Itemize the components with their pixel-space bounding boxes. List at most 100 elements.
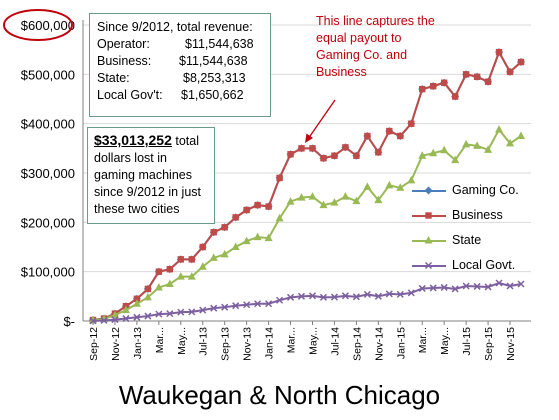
legend-marker xyxy=(424,186,433,195)
annotation-overlay xyxy=(3,9,336,143)
x-tick-label: Jan-15 xyxy=(395,327,407,359)
data-point xyxy=(418,284,426,292)
x-tick-labels: Sep-12 Nov-12 Jan-13 Mar... May... Jul-13 Sep-… xyxy=(88,327,517,361)
revenue-label: State: xyxy=(97,71,130,85)
data-point xyxy=(297,292,306,300)
data-point xyxy=(341,292,349,300)
data-point xyxy=(232,214,239,221)
legend-item: Local Govt. xyxy=(410,253,550,278)
x-tick-label: May... xyxy=(307,327,319,355)
data-point xyxy=(495,125,504,133)
total-lost-text: total dollars lost in gaming machines si… xyxy=(94,134,202,216)
data-point xyxy=(254,300,262,308)
x-tick-label: Jan-14 xyxy=(264,327,276,359)
data-point xyxy=(430,82,437,90)
data-point xyxy=(517,131,525,139)
revenue-heading: Since 9/2012, total revenue: xyxy=(97,20,253,34)
revenue-value: $11,544,638 xyxy=(185,37,254,51)
data-point xyxy=(210,304,218,312)
legend-label: Gaming Co. xyxy=(452,183,519,197)
data-point xyxy=(122,315,130,323)
data-point xyxy=(199,243,206,251)
data-point xyxy=(330,198,339,206)
data-point xyxy=(341,192,350,200)
data-point xyxy=(374,195,383,204)
revenue-row-local: Local Gov't: $1,650,662 xyxy=(97,87,263,104)
data-point xyxy=(243,206,250,214)
revenue-label: Operator: xyxy=(97,37,150,51)
data-point xyxy=(462,282,470,290)
annotation-arrow-head xyxy=(305,133,313,143)
data-point xyxy=(155,268,163,275)
data-point xyxy=(133,295,141,302)
x-tick-label: Mar... xyxy=(154,327,166,353)
data-point xyxy=(353,152,360,159)
data-point xyxy=(144,312,152,320)
legend-label: Business xyxy=(452,208,503,222)
data-point xyxy=(396,183,405,191)
data-point xyxy=(352,196,361,205)
data-point xyxy=(397,132,404,140)
x-tick-label: Nov-12 xyxy=(110,327,122,361)
revenue-summary-box: Since 9/2012, total revenue: Operator: $1… xyxy=(89,13,271,117)
data-point xyxy=(484,283,492,291)
series-local-govt xyxy=(89,279,525,325)
data-point xyxy=(166,310,174,318)
data-point xyxy=(374,292,382,300)
data-point xyxy=(424,261,433,270)
legend-marker xyxy=(424,261,433,270)
series-group xyxy=(89,48,525,325)
data-point xyxy=(319,200,328,209)
data-point xyxy=(198,262,207,270)
data-point xyxy=(506,68,514,76)
legend-item: State xyxy=(410,228,550,253)
revenue-row-operator: Operator: $11,544,638 xyxy=(97,36,263,53)
data-point xyxy=(495,279,503,287)
data-point xyxy=(342,144,349,151)
y-tick-label: $- xyxy=(63,314,75,329)
data-point xyxy=(408,120,415,127)
data-point xyxy=(484,78,492,85)
data-point xyxy=(243,301,251,309)
data-point xyxy=(143,292,152,301)
data-point xyxy=(375,149,382,156)
data-point xyxy=(352,293,360,301)
data-point xyxy=(385,290,393,298)
data-point xyxy=(187,272,196,280)
data-point xyxy=(451,93,459,100)
data-point xyxy=(165,279,174,287)
x-tick-label: Nov-13 xyxy=(242,327,254,361)
data-point xyxy=(177,256,184,263)
data-point xyxy=(188,308,196,316)
data-point xyxy=(484,145,493,153)
data-point xyxy=(363,290,371,298)
x-tick-label: May... xyxy=(439,327,451,355)
data-point xyxy=(407,175,416,184)
annotation-arrow-shaft xyxy=(307,99,336,140)
data-point xyxy=(176,272,185,280)
data-point xyxy=(440,79,448,86)
y-tick-label: $500,000 xyxy=(21,67,75,82)
data-point xyxy=(473,141,482,149)
legend-marker xyxy=(425,212,432,219)
data-point xyxy=(221,224,228,231)
data-point xyxy=(155,310,163,318)
legend-marker xyxy=(424,236,433,244)
data-point xyxy=(473,282,481,290)
legend: Gaming Co. Business State Local Govt. xyxy=(410,178,550,278)
data-point xyxy=(133,313,141,321)
x-tick-label: May... xyxy=(176,327,188,355)
data-point xyxy=(506,282,514,290)
data-point xyxy=(287,151,294,158)
data-point xyxy=(199,306,207,314)
data-point xyxy=(287,293,295,301)
data-point xyxy=(264,233,273,242)
data-point xyxy=(265,203,272,210)
legend-item: Gaming Co. xyxy=(410,178,550,203)
data-point xyxy=(276,296,284,304)
y-tick-labels: $- $100,000 $200,000 $300,000 $400,000 $500,0… xyxy=(21,18,75,329)
data-point xyxy=(209,253,218,261)
x-tick-label: Nov-15 xyxy=(505,327,517,361)
data-point xyxy=(210,229,217,236)
x-tick-label: Sep-15 xyxy=(483,327,495,361)
